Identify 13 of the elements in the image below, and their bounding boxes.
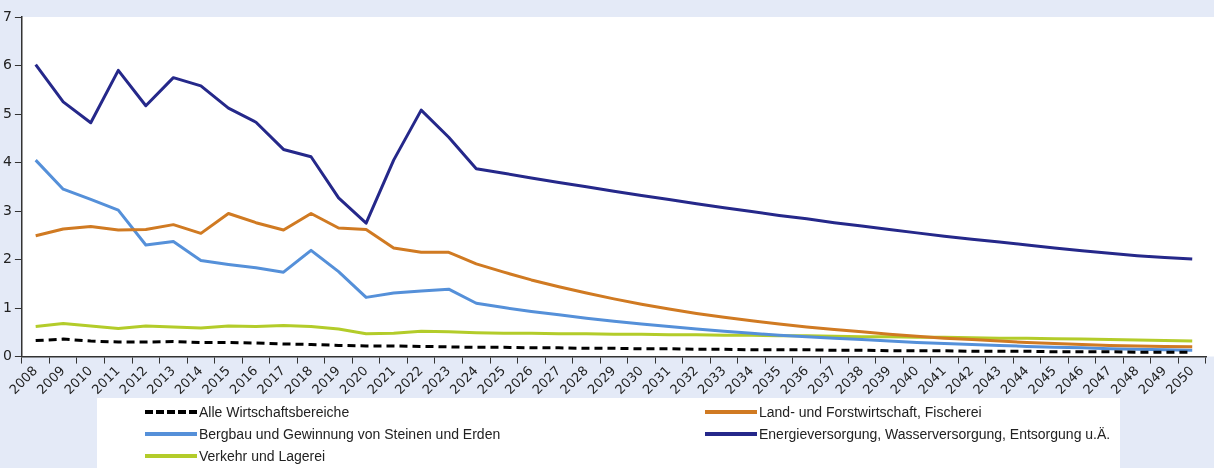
y-tick-label: 3: [2, 201, 12, 218]
legend-label: Verkehr und Lagerei: [199, 448, 326, 464]
y-tick-label: 7: [2, 7, 12, 24]
legend-label: Bergbau und Gewinnung von Steinen und Erden: [199, 426, 501, 442]
legend-label: Energieversorgung, Wasserversorgung, Entsorgung u.Ä.: [759, 426, 1111, 442]
y-tick-label: 6: [2, 56, 12, 73]
y-tick-label: 0: [2, 347, 12, 364]
y-tick-label: 2: [2, 250, 12, 267]
legend-label: Alle Wirtschaftsbereiche: [199, 404, 350, 420]
y-tick-label: 4: [2, 153, 12, 170]
legend-label: Land- und Forstwirtschaft, Fischerei: [759, 404, 982, 420]
y-tick-label: 1: [2, 298, 12, 315]
y-tick-label: 5: [2, 104, 12, 121]
